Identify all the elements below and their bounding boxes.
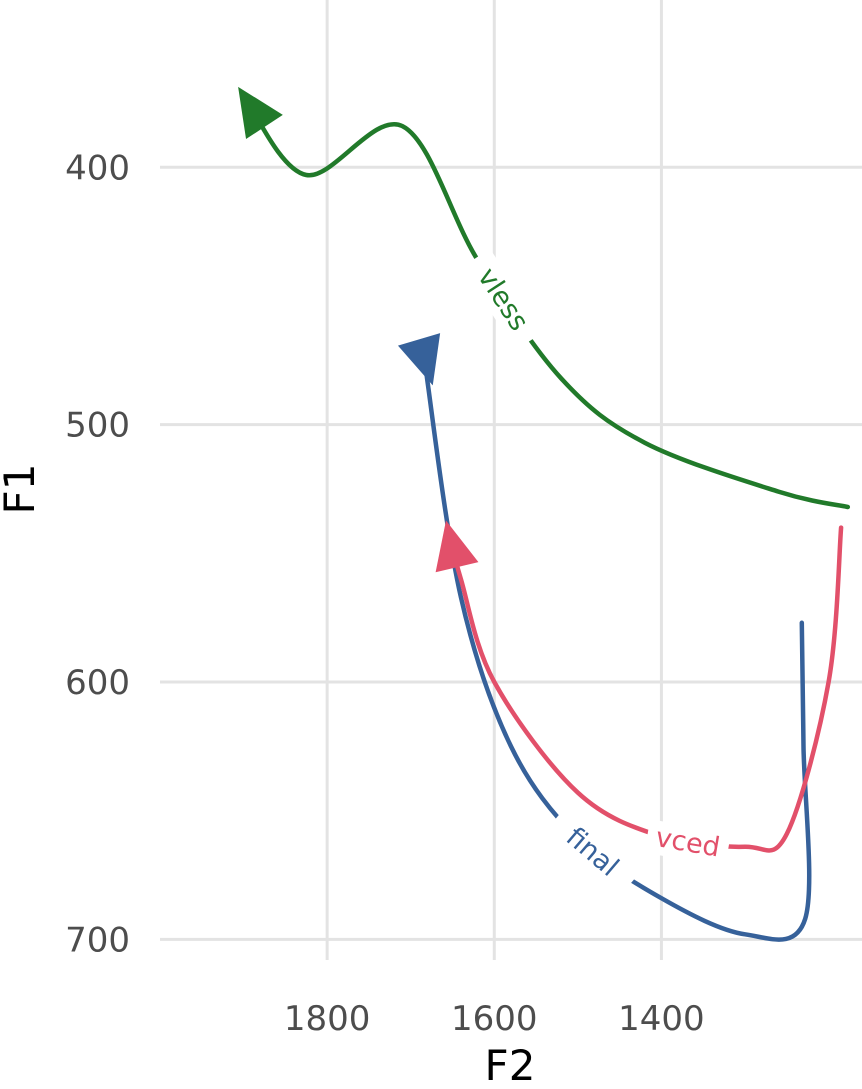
series-label-gap-final — [543, 807, 641, 898]
y-tick-labels: 400 500 600 700 — [65, 148, 130, 960]
series-label-vless: vless — [471, 262, 534, 336]
series-label-gap-vless — [461, 248, 545, 351]
series-vced: vced — [435, 520, 844, 867]
y-tick-label: 600 — [65, 663, 130, 703]
series-line-vless — [241, 92, 851, 510]
series-line-vced — [446, 525, 844, 853]
series-arrowhead-vless — [238, 86, 283, 140]
y-tick-label: 700 — [65, 920, 130, 960]
y-tick-label: 500 — [65, 406, 130, 446]
series-label-vced: vced — [653, 822, 722, 863]
y-axis-title: F1 — [0, 464, 44, 515]
x-tick-labels: 1800 1600 1400 — [284, 999, 705, 1039]
horizontal-gridlines — [160, 165, 862, 941]
series-arrowhead-vced — [435, 520, 479, 573]
series-vless: vless — [238, 86, 851, 510]
series-label-gap-vced — [644, 819, 731, 867]
vertical-gridlines — [325, 0, 663, 960]
series-arrowhead-final — [397, 333, 441, 386]
y-tick-label: 400 — [65, 148, 130, 188]
x-tick-label: 1800 — [284, 999, 371, 1039]
x-axis-title: F2 — [485, 1041, 536, 1089]
x-tick-label: 1400 — [618, 999, 705, 1039]
series-final: final — [397, 333, 812, 942]
x-tick-label: 1600 — [451, 999, 538, 1039]
